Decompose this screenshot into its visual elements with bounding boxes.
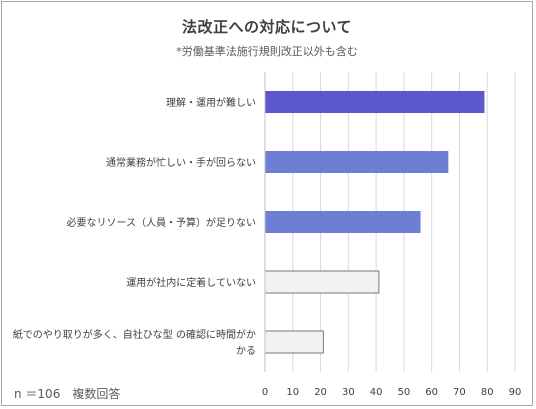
chart-subtitle: *労働基準法施行規則改正以外も含む: [176, 45, 358, 58]
x-tick-label: 60: [425, 387, 438, 398]
bar: [264, 330, 324, 354]
chart-title: 法改正への対応について: [181, 18, 353, 36]
x-tick-label: 10: [286, 387, 299, 398]
x-tick-label: 40: [370, 387, 383, 398]
x-tick-label: 30: [342, 387, 355, 398]
x-tick-label: 70: [453, 387, 466, 398]
category-label: かる: [236, 345, 256, 357]
bar: [264, 270, 380, 294]
category-label: 必要なリソース（人員・予算）が足りない: [67, 216, 257, 229]
x-tick-label: 90: [509, 387, 522, 398]
sample-size-note: n ＝106 複数回答: [14, 387, 121, 401]
bar: [265, 91, 485, 113]
x-tick-label: 20: [314, 387, 327, 398]
category-label: 通常業務が忙しい・手が回らない: [106, 156, 256, 169]
x-tick-label: 50: [398, 387, 411, 398]
category-label: 紙でのやり取りが多く、自社ひな型 の確認に時間がか: [13, 328, 256, 341]
category-label: 運用が社内に定着していない: [126, 276, 256, 289]
category-label: 理解・運用が難しい: [166, 96, 256, 109]
bar: [265, 151, 449, 173]
x-tick-label: 0: [262, 387, 268, 398]
x-tick-label: 80: [481, 387, 494, 398]
bar: [265, 211, 421, 233]
